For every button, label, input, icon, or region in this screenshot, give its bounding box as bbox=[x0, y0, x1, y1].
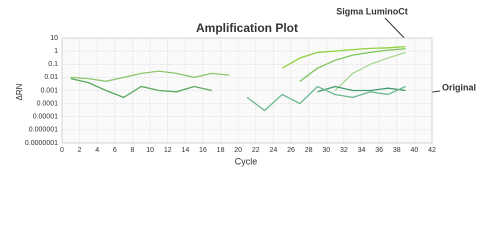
y-tick-label: 0.0001 bbox=[37, 100, 59, 107]
x-axis-label: Cycle bbox=[235, 156, 258, 166]
line bbox=[70, 70, 230, 82]
y-tick-label: 1 bbox=[54, 48, 58, 55]
x-tick-label: 26 bbox=[287, 147, 295, 154]
y-tick-label: 0.001 bbox=[40, 87, 58, 94]
x-tick-label: 0 bbox=[60, 147, 64, 154]
x-tick-label: 32 bbox=[340, 147, 348, 154]
line bbox=[281, 45, 406, 69]
x-tick-label: 30 bbox=[322, 147, 330, 154]
y-tick-label: 0.000001 bbox=[29, 127, 58, 134]
x-tick-label: 8 bbox=[131, 147, 135, 154]
y-axis-label: ΔRN bbox=[15, 83, 24, 100]
x-tick-label: 6 bbox=[113, 147, 117, 154]
x-tick-label: 40 bbox=[410, 147, 418, 154]
x-tick-label: 4 bbox=[95, 147, 99, 154]
x-tick-label: 16 bbox=[199, 147, 207, 154]
x-tick-label: 24 bbox=[270, 147, 278, 154]
x-tick-label: 42 bbox=[428, 147, 436, 154]
x-tick-label: 34 bbox=[358, 147, 366, 154]
x-tick-label: 20 bbox=[234, 147, 242, 154]
y-tick-label: 0.0000001 bbox=[25, 140, 58, 147]
annotation: Original bbox=[442, 82, 476, 92]
x-tick-label: 28 bbox=[305, 147, 313, 154]
y-tick-label: 0.1 bbox=[48, 61, 58, 68]
x-tick-label: 22 bbox=[252, 147, 260, 154]
line bbox=[299, 48, 406, 82]
chart-title: Amplification Plot bbox=[196, 21, 298, 35]
annotation: Sigma LuminoCt bbox=[336, 6, 408, 16]
chart: Amplification Plot Cycle ΔRN Sigma Lumin… bbox=[15, 6, 476, 166]
line bbox=[246, 85, 406, 112]
y-tick-label: 10 bbox=[50, 35, 58, 42]
y-tick-label: 0.01 bbox=[44, 74, 58, 81]
x-tick-label: 18 bbox=[217, 147, 225, 154]
x-tick-label: 14 bbox=[181, 147, 189, 154]
y-tick-label: 0.00001 bbox=[33, 114, 58, 121]
x-tick-label: 38 bbox=[393, 147, 401, 154]
line bbox=[317, 85, 406, 93]
line bbox=[70, 77, 212, 99]
x-tick-label: 10 bbox=[146, 147, 154, 154]
x-tick-label: 36 bbox=[375, 147, 383, 154]
x-tick-label: 12 bbox=[164, 147, 172, 154]
line bbox=[334, 51, 406, 91]
x-tick-label: 2 bbox=[78, 147, 82, 154]
